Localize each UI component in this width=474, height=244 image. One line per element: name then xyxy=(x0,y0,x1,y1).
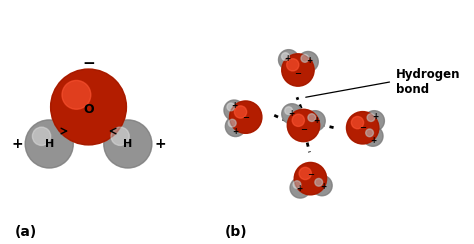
Circle shape xyxy=(225,116,246,137)
Circle shape xyxy=(51,69,127,145)
Circle shape xyxy=(279,50,299,70)
Text: −: − xyxy=(82,56,95,71)
Text: +: + xyxy=(313,116,319,125)
Circle shape xyxy=(292,114,304,126)
Circle shape xyxy=(282,104,302,124)
Circle shape xyxy=(62,81,91,109)
Circle shape xyxy=(294,163,327,195)
Circle shape xyxy=(104,120,152,168)
Text: +: + xyxy=(306,56,312,65)
Circle shape xyxy=(25,120,73,168)
Circle shape xyxy=(228,119,236,127)
Circle shape xyxy=(363,126,383,146)
Circle shape xyxy=(301,55,309,62)
Circle shape xyxy=(25,120,73,168)
Circle shape xyxy=(363,126,383,146)
Text: +: + xyxy=(372,112,378,121)
Circle shape xyxy=(366,129,374,137)
Circle shape xyxy=(364,111,384,131)
Circle shape xyxy=(225,116,246,137)
Circle shape xyxy=(287,109,319,142)
Text: (a): (a) xyxy=(15,225,37,239)
Circle shape xyxy=(282,53,289,61)
Text: −: − xyxy=(300,125,307,134)
Circle shape xyxy=(294,163,327,195)
Circle shape xyxy=(298,51,318,72)
Circle shape xyxy=(351,116,364,129)
Circle shape xyxy=(287,59,299,71)
Text: +: + xyxy=(288,109,294,118)
Circle shape xyxy=(293,181,301,188)
Circle shape xyxy=(298,51,318,72)
Circle shape xyxy=(104,120,152,168)
Circle shape xyxy=(32,127,51,145)
Text: +: + xyxy=(155,137,166,151)
Circle shape xyxy=(312,175,332,196)
Circle shape xyxy=(282,54,314,86)
Circle shape xyxy=(234,106,246,118)
Text: +: + xyxy=(232,127,238,135)
Circle shape xyxy=(51,69,127,145)
Circle shape xyxy=(287,109,319,142)
Circle shape xyxy=(224,100,244,120)
Circle shape xyxy=(305,111,325,131)
Circle shape xyxy=(346,112,379,144)
Circle shape xyxy=(285,107,292,114)
Text: +: + xyxy=(285,54,291,63)
Circle shape xyxy=(346,112,379,144)
Circle shape xyxy=(367,114,375,122)
Circle shape xyxy=(229,101,262,133)
Text: −: − xyxy=(359,123,366,132)
Circle shape xyxy=(364,111,384,131)
Circle shape xyxy=(312,175,332,196)
Text: −: − xyxy=(242,113,249,122)
Circle shape xyxy=(224,100,244,120)
Circle shape xyxy=(229,101,262,133)
Circle shape xyxy=(111,127,129,145)
Circle shape xyxy=(279,50,299,70)
Text: −: − xyxy=(294,69,301,78)
Text: H: H xyxy=(45,139,54,149)
Circle shape xyxy=(282,104,302,124)
Circle shape xyxy=(315,178,323,186)
Circle shape xyxy=(282,54,314,86)
Text: +: + xyxy=(296,184,302,193)
Text: +: + xyxy=(371,136,377,145)
Circle shape xyxy=(227,103,235,111)
Text: +: + xyxy=(231,101,237,110)
Text: +: + xyxy=(11,137,23,151)
Text: +: + xyxy=(320,182,326,191)
Text: −: − xyxy=(307,170,314,179)
Text: Hydrogen
bond: Hydrogen bond xyxy=(396,68,460,96)
Text: (b): (b) xyxy=(225,225,248,239)
Text: H: H xyxy=(123,139,132,149)
Circle shape xyxy=(305,111,325,131)
Circle shape xyxy=(299,167,311,180)
Text: O: O xyxy=(83,103,94,116)
Circle shape xyxy=(308,114,316,122)
Circle shape xyxy=(290,178,310,198)
Circle shape xyxy=(290,178,310,198)
